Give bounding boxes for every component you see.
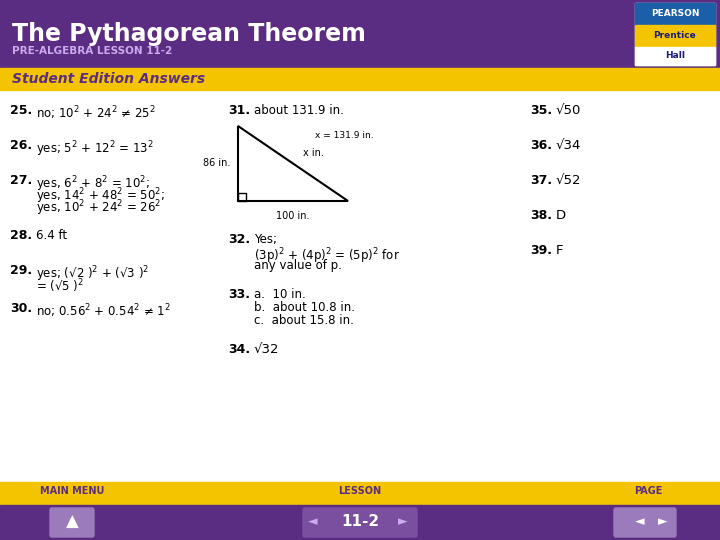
Text: 34.: 34. (228, 343, 250, 356)
Text: 32.: 32. (228, 233, 250, 246)
Text: c.  about 15.8 in.: c. about 15.8 in. (254, 314, 354, 327)
FancyBboxPatch shape (50, 508, 94, 537)
Text: x = 131.9 in.: x = 131.9 in. (315, 131, 374, 140)
Text: any value of p.: any value of p. (254, 259, 342, 272)
Text: 38.: 38. (530, 209, 552, 222)
Text: √50: √50 (556, 104, 581, 117)
Text: x in.: x in. (303, 148, 324, 159)
Text: no; 10$^2$ + 24$^2$ ≠ 25$^2$: no; 10$^2$ + 24$^2$ ≠ 25$^2$ (36, 104, 156, 122)
Bar (0, 0, 720, 68)
Text: Yes;: Yes; (254, 233, 277, 246)
Text: PAGE: PAGE (634, 486, 662, 496)
Text: no; 0.56$^2$ + 0.54$^2$ ≠ 1$^2$: no; 0.56$^2$ + 0.54$^2$ ≠ 1$^2$ (36, 302, 171, 320)
Text: ▲: ▲ (66, 513, 78, 531)
Text: 28.: 28. (10, 229, 32, 242)
Text: 39.: 39. (530, 244, 552, 257)
Text: yes; 5$^2$ + 12$^2$ = 13$^2$: yes; 5$^2$ + 12$^2$ = 13$^2$ (36, 139, 154, 159)
Text: = (√5 )$^2$: = (√5 )$^2$ (36, 277, 84, 295)
Text: 30.: 30. (10, 302, 32, 315)
Text: ►: ► (658, 516, 668, 529)
Text: ◄: ◄ (635, 516, 644, 529)
Text: Student Edition Answers: Student Edition Answers (12, 72, 205, 86)
Text: 31.: 31. (228, 104, 250, 117)
Text: Prentice: Prentice (654, 31, 696, 40)
Text: √32: √32 (254, 343, 279, 356)
Text: 35.: 35. (530, 104, 552, 117)
Bar (635, 3, 715, 65)
Text: 27.: 27. (10, 174, 32, 187)
Text: PEARSON: PEARSON (651, 10, 699, 18)
Text: (3p)$^2$ + (4p)$^2$ = (5p)$^2$ for: (3p)$^2$ + (4p)$^2$ = (5p)$^2$ for (254, 246, 400, 266)
Bar (635, 3, 715, 25)
Text: b.  about 10.8 in.: b. about 10.8 in. (254, 301, 355, 314)
Text: a.  10 in.: a. 10 in. (254, 288, 306, 301)
Text: 86 in.: 86 in. (202, 159, 230, 168)
FancyBboxPatch shape (614, 508, 676, 537)
Text: 29.: 29. (10, 264, 32, 277)
Text: 25.: 25. (10, 104, 32, 117)
Text: yes, 6$^2$ + 8$^2$ = 10$^2$;: yes, 6$^2$ + 8$^2$ = 10$^2$; (36, 174, 150, 194)
Text: yes; (√2 )$^2$ + (√3 )$^2$: yes; (√2 )$^2$ + (√3 )$^2$ (36, 264, 149, 284)
Text: 33.: 33. (228, 288, 250, 301)
Bar (635, 25, 715, 47)
Text: ►: ► (398, 516, 408, 529)
FancyBboxPatch shape (303, 508, 417, 537)
Text: 100 in.: 100 in. (276, 211, 310, 221)
Text: √34: √34 (556, 139, 581, 152)
Text: Hall: Hall (665, 51, 685, 60)
Text: about 131.9 in.: about 131.9 in. (254, 104, 344, 117)
Text: yes, 14$^2$ + 48$^2$ = 50$^2$;: yes, 14$^2$ + 48$^2$ = 50$^2$; (36, 186, 165, 206)
Text: The Pythagorean Theorem: The Pythagorean Theorem (12, 22, 366, 46)
Text: 36.: 36. (530, 139, 552, 152)
Text: yes, 10$^2$ + 24$^2$ = 26$^2$: yes, 10$^2$ + 24$^2$ = 26$^2$ (36, 198, 161, 218)
Bar (0, 482, 720, 540)
Bar (0, 505, 720, 540)
Text: ◄: ◄ (308, 516, 318, 529)
Text: MAIN MENU: MAIN MENU (40, 486, 104, 496)
Text: 11-2: 11-2 (341, 515, 379, 530)
Text: √52: √52 (556, 174, 582, 187)
Text: 37.: 37. (530, 174, 552, 187)
Text: D: D (556, 209, 566, 222)
Bar (635, 47, 715, 65)
Text: F: F (556, 244, 564, 257)
Text: 6.4 ft: 6.4 ft (36, 229, 67, 242)
Bar (0, 68, 720, 90)
Text: LESSON: LESSON (338, 486, 382, 496)
Text: 26.: 26. (10, 139, 32, 152)
Bar (0, 90, 720, 482)
Text: PRE-ALGEBRA LESSON 11-2: PRE-ALGEBRA LESSON 11-2 (12, 46, 172, 56)
